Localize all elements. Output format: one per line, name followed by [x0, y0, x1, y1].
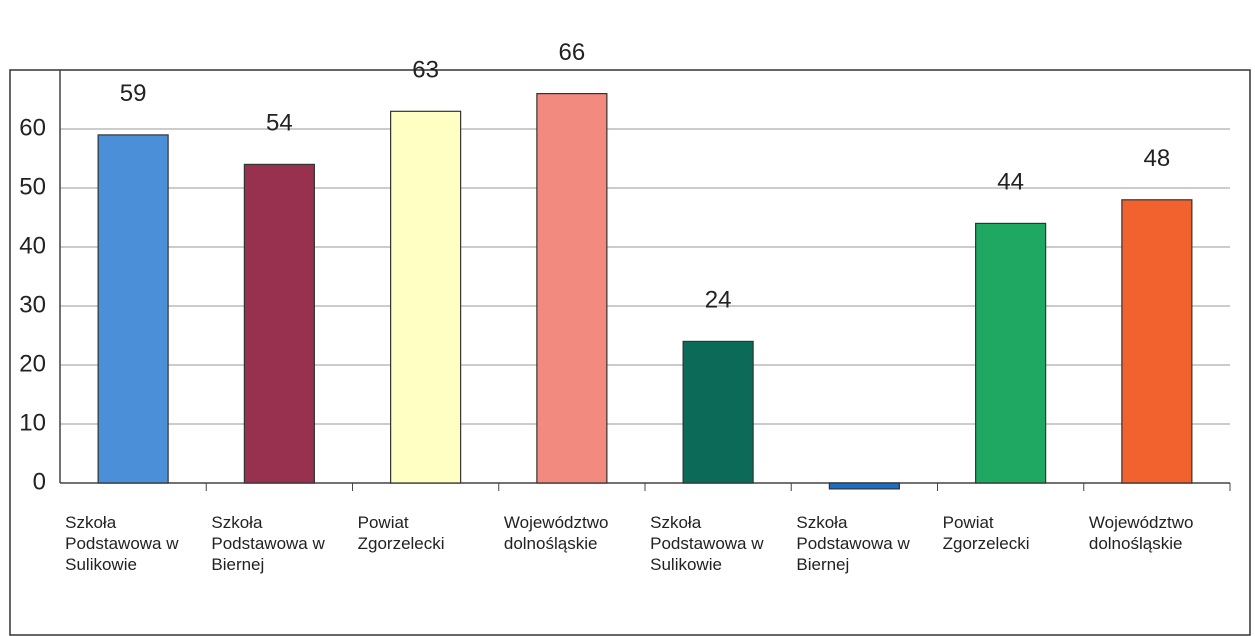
data-label: 24	[705, 287, 732, 314]
y-tick-label: 60	[19, 114, 46, 141]
x-tick-label: Województwo dolnośląskie	[503, 513, 609, 553]
data-label: 59	[120, 80, 147, 107]
y-tick-label: 0	[33, 468, 46, 495]
bar	[682, 340, 754, 484]
x-tick-label: Szkoła Podstawowa w Biernej	[211, 513, 325, 574]
plot-frame	[9, 69, 1251, 636]
data-label: 54	[266, 110, 293, 137]
bar	[828, 482, 900, 490]
y-tick-label: 50	[19, 173, 46, 200]
data-label: 66	[559, 39, 586, 66]
x-tick-label: Szkoła Podstawowa w Sulikowie	[65, 513, 179, 574]
bar	[975, 222, 1047, 484]
x-tick-label: Szkoła Podstawowa w Biernej	[796, 513, 910, 574]
data-label: 44	[997, 169, 1024, 196]
y-tick-label: 40	[19, 232, 46, 259]
y-tick-label: 10	[19, 409, 46, 436]
bar	[97, 134, 169, 484]
bar	[390, 110, 462, 484]
bar	[536, 92, 608, 484]
data-label: 48	[1144, 145, 1171, 172]
bar	[243, 163, 315, 484]
y-tick-label: 20	[19, 350, 46, 377]
x-tick-label: Województwo dolnośląskie	[1088, 513, 1194, 553]
x-tick-label: Powiat Zgorzelecki	[357, 513, 445, 553]
x-tick-label: Powiat Zgorzelecki	[942, 513, 1030, 553]
y-tick-label: 30	[19, 291, 46, 318]
bar	[1121, 199, 1193, 484]
data-label: 63	[412, 57, 439, 84]
x-tick-label: Szkoła Podstawowa w Sulikowie	[650, 513, 764, 574]
